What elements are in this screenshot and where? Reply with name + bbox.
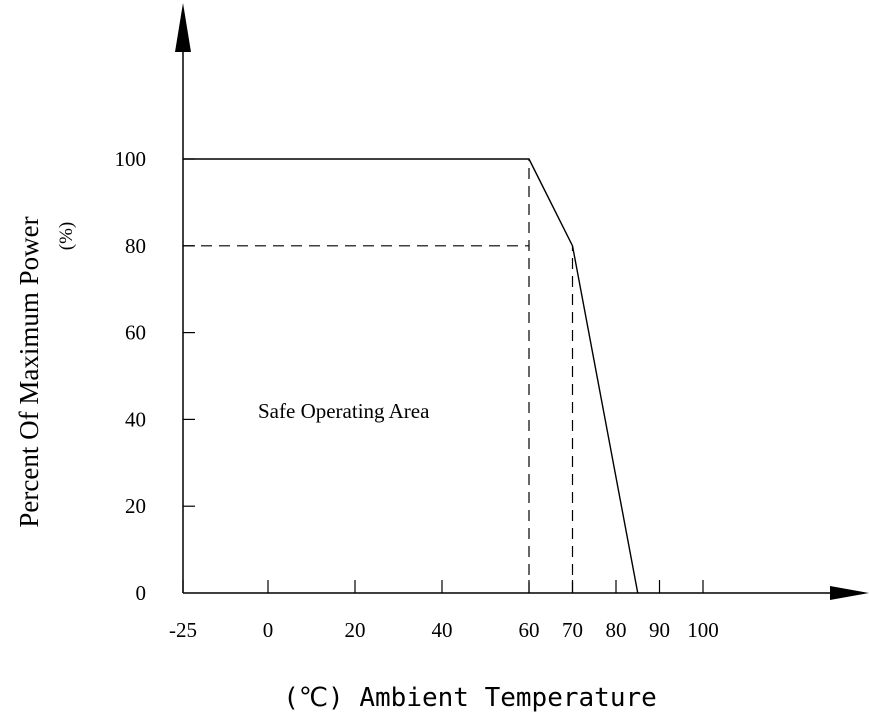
y-tick-label-1: 20 <box>125 494 146 518</box>
y-axis-arrow <box>175 3 191 52</box>
x-tick-label-8: 100 <box>687 618 719 642</box>
x-tick-label-1: 0 <box>263 618 274 642</box>
annotation-safe-operating-area: Safe Operating Area <box>258 399 430 423</box>
x-tick-label-4: 60 <box>519 618 540 642</box>
y-axis-unit: (%) <box>56 222 77 250</box>
y-tick-label-5: 100 <box>115 147 147 171</box>
axes <box>175 3 869 600</box>
y-axis-label: Percent Of Maximum Power <box>14 216 44 527</box>
series-line-0 <box>183 158 639 594</box>
y-tick-label-4: 80 <box>125 234 146 258</box>
x-tick-label-6: 80 <box>606 618 627 642</box>
y-tick-label-3: 60 <box>125 321 146 345</box>
x-tick-label-0: -25 <box>169 618 197 642</box>
x-axis-arrow <box>830 586 869 600</box>
x-tick-label-5: 70 <box>562 618 583 642</box>
ticks: -25 0 20 40 60 70 80 90 100 0 20 40 60 80 100 <box>115 147 719 642</box>
x-tick-label-7: 90 <box>649 618 670 642</box>
x-tick-label-2: 20 <box>345 618 366 642</box>
y-tick-label-0: 0 <box>136 581 147 605</box>
reference-lines <box>183 159 574 593</box>
series-layer <box>183 158 639 594</box>
x-axis-label: (℃) Ambient Temperature <box>283 683 657 713</box>
x-tick-label-3: 40 <box>432 618 453 642</box>
y-tick-label-2: 40 <box>125 407 146 431</box>
